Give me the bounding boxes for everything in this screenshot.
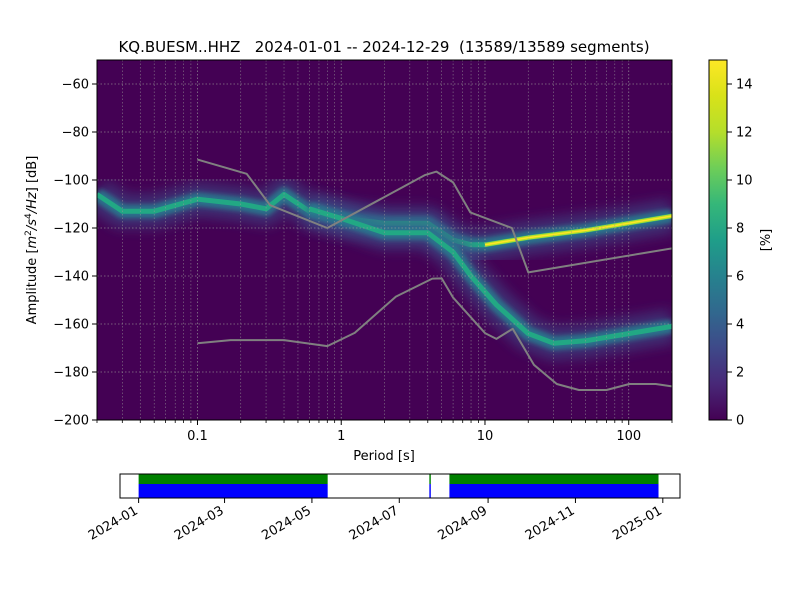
x-tick-label: 1 (337, 429, 345, 444)
colorbar-tick-label: 0 (736, 414, 744, 429)
y-axis-label: Amplitude [m2/s4/Hz] [dB] (24, 156, 40, 325)
timeline-tick-label: 2024-07 (347, 503, 402, 543)
timeline-tick-label: 2024-11 (523, 503, 578, 543)
y-tick-label: −60 (62, 78, 89, 93)
colorbar-ticks: 0 2 4 6 8 10 12 14 (727, 78, 753, 429)
noise-model-upper (197, 158, 672, 274)
timeline-frame (119, 473, 681, 499)
y-tick-label: −100 (53, 174, 89, 189)
grid-lines (97, 60, 672, 420)
coverage-bars (138, 474, 659, 498)
colorbar-tick-label: 4 (736, 318, 744, 333)
x-tick-label: 100 (616, 429, 641, 444)
x-axis-label: Period [s] (353, 449, 415, 464)
x-tick-label: 0.1 (187, 429, 208, 444)
coverage-data-bar (138, 484, 328, 498)
colorbar-tick-label: 6 (736, 270, 744, 285)
noise-models (197, 158, 672, 391)
timeline-tick-label: 2024-09 (436, 503, 491, 543)
y-tick-label: −180 (53, 366, 89, 381)
coverage-timeline: 2024-01 2024-03 2024-05 2024-07 2024-09 2024-… (86, 473, 681, 544)
main-plot: 0.1 1 10 100 −60 −80 −100 −120 −140 −160 −180 −200… (24, 59, 673, 464)
density-peak-band-core (484, 215, 672, 246)
chart-title: KQ.BUESM..HHZ 2024-01-01 -- 2024-12-29 (… (118, 38, 649, 56)
colorbar-tick-label: 14 (736, 78, 753, 93)
y-tick-label: −140 (53, 270, 89, 285)
y-tick-label: −200 (53, 414, 89, 429)
colorbar-tick-label: 12 (736, 126, 753, 141)
colorbar-label: [%] (759, 229, 774, 252)
y-axis-ticks: −60 −80 −100 −120 −140 −160 −180 −200 (53, 78, 97, 429)
y-tick-label: −80 (62, 126, 89, 141)
timeline-tick-label: 2025-01 (610, 503, 665, 543)
colorbar-tick-label: 8 (736, 222, 744, 237)
colorbar: 0 2 4 6 8 10 12 14 [%] (708, 59, 774, 429)
colorbar-tick-label: 2 (736, 366, 744, 381)
coverage-psd-bar (429, 474, 431, 484)
coverage-data-bar (429, 484, 431, 498)
colorbar-tick-label: 10 (736, 174, 753, 189)
coverage-psd-bar (449, 474, 659, 484)
coverage-data-bar (449, 484, 659, 498)
y-tick-label: −120 (53, 222, 89, 237)
noise-model-lower (197, 277, 672, 391)
colorbar-gradient (708, 59, 728, 421)
y-tick-label: −160 (53, 318, 89, 333)
timeline-tick-label: 2024-01 (86, 503, 141, 543)
timeline-tick-label: 2024-03 (172, 503, 227, 543)
timeline-ticks: 2024-01 2024-03 2024-05 2024-07 2024-09 2024-… (86, 498, 665, 544)
coverage-psd-bar (138, 474, 328, 484)
density-layer (97, 177, 672, 361)
x-axis-ticks: 0.1 1 10 100 (96, 420, 673, 444)
x-tick-label: 10 (477, 429, 494, 444)
density-ridge-core-2 (308, 206, 672, 346)
timeline-tick-label: 2024-05 (259, 503, 314, 543)
